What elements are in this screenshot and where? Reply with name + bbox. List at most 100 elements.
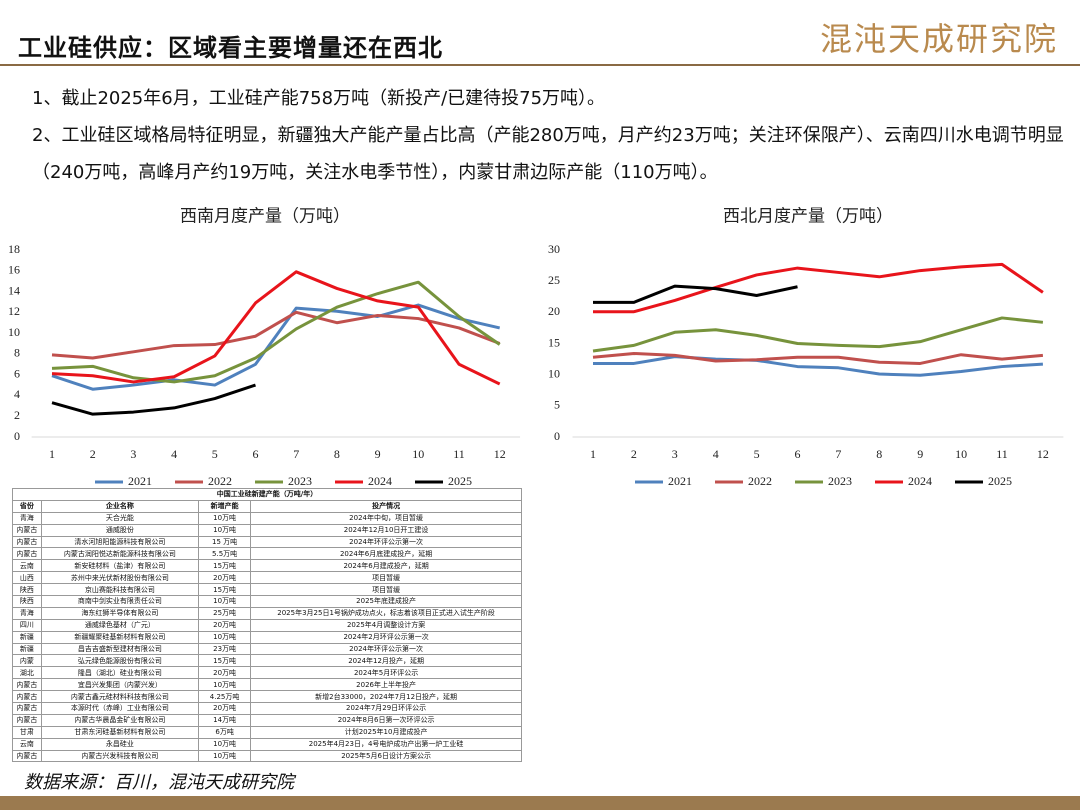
table-row: 云南 永昌硅业 10万吨 2025年4月23日，4号电炉成功产出第一炉工业硅 (12, 737, 522, 751)
x-tick-label: 11 (996, 447, 1008, 461)
series-line (593, 284, 798, 304)
table-cell: 2024年中旬，项目暂缓 (250, 511, 522, 525)
table-cell: 隆昌（湖北）硅业有限公司 (40, 666, 200, 680)
table-cell: 项目暂缓 (250, 571, 522, 585)
series-line (592, 316, 1044, 353)
table-row: 内蒙古 本源时代（赤峰）工业有限公司 20万吨 2024年7月29日环评公示 (12, 702, 522, 715)
legend-label: 2022 (748, 474, 772, 488)
table-title-row: 中国工业硅新建产能（万吨/年） (12, 488, 522, 501)
table-cell: 2024年12月10日开工建设 (250, 523, 522, 537)
table-cell: 昌吉吉盛新型建材有限公司 (40, 642, 200, 656)
y-tick-label: 15 (548, 335, 560, 349)
table-cell: 2025年4月23日，4号电炉成功产出第一炉工业硅 (250, 737, 522, 751)
table-cell: 内蒙古华晨晶金矿业有限公司 (40, 713, 200, 727)
table-cell: 内蒙古润阳悦达新能源科技有限公司 (40, 547, 200, 561)
table-cell: 5.5万吨 (197, 547, 252, 561)
x-tick-label: 11 (453, 447, 465, 461)
table-cell: 6万吨 (197, 725, 252, 739)
capacity-table: 中国工业硅新建产能（万吨/年） 省份 企业名称 新增产能 投产情况 青海 天合光能 10万吨 2… (12, 488, 522, 763)
table-cell: 宜昌兴发集团（内蒙兴发） (40, 678, 200, 692)
table-cell: 内蒙古 (12, 749, 42, 763)
y-tick-label: 6 (14, 366, 20, 380)
table-row: 内蒙古 通威股份 10万吨 2024年12月10日开工建设 (12, 523, 522, 537)
x-tick-label: 7 (293, 447, 299, 461)
y-tick-label: 4 (14, 387, 20, 401)
table-cell: 2024年2月环评公示第一次 (250, 630, 522, 644)
bullet: 1、截止2025年6月，工业硅产能758万吨（新投产/已建待投75万吨）。 (32, 88, 606, 109)
table-cell: 2025年3月25日1号锅炉成功点火，标志着该项目正式进入试生产阶段 (250, 606, 522, 620)
x-tick-label: 12 (494, 447, 506, 461)
y-tick-label: 0 (14, 429, 20, 443)
x-tick-label: 2 (631, 447, 637, 461)
y-tick-label: 16 (8, 263, 20, 277)
x-tick-label: 4 (713, 447, 719, 461)
table-cell: 2024年6月底建成投产，延期 (250, 547, 522, 561)
table-cell: 2024年环评公示第一次 (250, 535, 522, 549)
table-cell: 2026年上半年投产 (250, 678, 522, 692)
table-cell: 内蒙古鑫元硅材料科技有限公司 (40, 690, 200, 704)
table-cell: 内蒙古 (12, 535, 42, 549)
legend-label: 2021 (668, 474, 692, 488)
table-row: 内蒙古 内蒙古润阳悦达新能源科技有限公司 5.5万吨 2024年6月底建成投产，延期 (12, 547, 522, 561)
table-cell: 2025年5月6日设计方案公示 (250, 749, 522, 763)
table-cell: 15 万吨 (197, 535, 252, 549)
y-tick-label: 10 (548, 366, 560, 380)
table-cell: 25万吨 (197, 606, 252, 620)
table-cell: 内蒙 (12, 654, 42, 668)
table-cell: 内蒙古 (12, 702, 42, 715)
y-tick-label: 12 (8, 304, 20, 318)
table-cell: 14万吨 (197, 713, 252, 727)
x-tick-label: 5 (212, 447, 218, 461)
legend-label: 2022 (208, 474, 232, 488)
table-cell: 新疆 (12, 642, 42, 656)
x-tick-label: 10 (412, 447, 424, 461)
table-row: 内蒙古 内蒙古华晨晶金矿业有限公司 14万吨 2024年8月6日第一次环评公示 (12, 713, 522, 727)
legend-label: 2025 (988, 474, 1012, 488)
column-header: 新增产能 (197, 499, 252, 513)
table-cell: 10万吨 (197, 749, 252, 763)
table-cell: 湖北 (12, 666, 42, 680)
source: 数据来源：百川，混沌天成研究院 (24, 772, 294, 793)
table-cell: 山西 (12, 571, 42, 585)
header-rule (0, 64, 1080, 66)
y-tick-label: 0 (554, 429, 560, 443)
table-cell: 20万吨 (197, 666, 252, 680)
x-tick-label: 3 (672, 447, 678, 461)
series-line (51, 310, 501, 360)
table-row: 陕西 京山赛能科技有限公司 15万吨 项目暂缓 (12, 583, 522, 597)
table-cell: 通威绿色基材（广元） (40, 618, 200, 632)
x-tick-label: 2 (90, 447, 96, 461)
footer-bar (0, 796, 1080, 810)
table-row: 内蒙 弘元绿色能源股份有限公司 15万吨 2024年12月投产，延期 (12, 654, 522, 668)
header-row: 省份 企业名称 新增产能 投产情况 (12, 499, 522, 513)
series-line (51, 280, 501, 384)
table-row: 内蒙古 内蒙古兴发科技有限公司 10万吨 2025年5月6日设计方案公示 (12, 749, 522, 763)
series-line (51, 383, 256, 416)
x-tick-label: 12 (1037, 447, 1049, 461)
table-cell: 陕西 (12, 583, 42, 597)
table-cell: 青海 (12, 606, 42, 620)
slide-title: 工业硅供应：区域看主要增量还在西北 (18, 34, 443, 62)
table-cell: 10万吨 (197, 678, 252, 692)
y-tick-label: 10 (8, 325, 20, 339)
table-cell: 15万吨 (197, 583, 252, 597)
y-tick-label: 5 (554, 398, 560, 412)
x-tick-label: 10 (955, 447, 967, 461)
table-cell: 青海 (12, 511, 42, 525)
table-row: 湖北 隆昌（湖北）硅业有限公司 20万吨 2024年5月环评公示 (12, 666, 522, 680)
table-cell: 内蒙古 (12, 713, 42, 727)
table-cell: 2024年8月6日第一次环评公示 (250, 713, 522, 727)
table-cell: 新疆耀聚硅基新材料有限公司 (40, 630, 200, 644)
legend-label: 2023 (828, 474, 852, 488)
logo: 混沌天成研究院 (819, 20, 1058, 58)
table-cell: 新增2台33000，2024年7月12日投产，延期 (250, 690, 522, 704)
table-cell: 清水河旭阳能源科技有限公司 (40, 535, 200, 549)
table-cell: 天合光能 (40, 511, 200, 525)
legend-label: 2025 (448, 474, 472, 488)
table-cell: 10万吨 (197, 630, 252, 644)
x-tick-label: 3 (130, 447, 136, 461)
table-cell: 永昌硅业 (40, 737, 200, 751)
series-line (593, 262, 1044, 314)
x-tick-label: 9 (917, 447, 923, 461)
